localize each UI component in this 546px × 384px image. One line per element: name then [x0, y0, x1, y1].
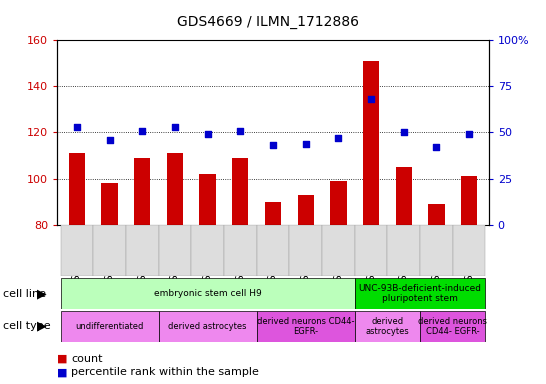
- Bar: [355, 311, 420, 342]
- Text: ■: ■: [57, 367, 68, 377]
- Text: derived
astrocytes: derived astrocytes: [365, 317, 410, 336]
- Text: undifferentiated: undifferentiated: [75, 322, 144, 331]
- Bar: [199, 174, 216, 225]
- Bar: [420, 225, 453, 276]
- Point: [269, 142, 277, 149]
- Point: [301, 141, 310, 147]
- Bar: [322, 225, 355, 276]
- Bar: [159, 311, 257, 342]
- Bar: [265, 202, 281, 225]
- Bar: [395, 167, 412, 225]
- Text: embryonic stem cell H9: embryonic stem cell H9: [154, 289, 262, 298]
- Bar: [61, 278, 355, 309]
- Bar: [289, 225, 322, 276]
- Point: [399, 129, 408, 136]
- Point: [138, 127, 147, 134]
- Text: ▶: ▶: [37, 320, 46, 333]
- Text: ▶: ▶: [37, 287, 46, 300]
- Bar: [387, 225, 420, 276]
- Text: derived astrocytes: derived astrocytes: [168, 322, 247, 331]
- Point: [432, 144, 441, 150]
- Point: [236, 127, 245, 134]
- Bar: [69, 153, 85, 225]
- Bar: [428, 204, 444, 225]
- Text: derived neurons CD44-
EGFR-: derived neurons CD44- EGFR-: [257, 317, 354, 336]
- Bar: [93, 225, 126, 276]
- Bar: [355, 225, 387, 276]
- Point: [170, 124, 179, 130]
- Point: [367, 96, 376, 103]
- Text: UNC-93B-deficient-induced
pluripotent stem: UNC-93B-deficient-induced pluripotent st…: [359, 284, 482, 303]
- Text: derived neurons
CD44- EGFR-: derived neurons CD44- EGFR-: [418, 317, 487, 336]
- Bar: [461, 176, 477, 225]
- Point: [334, 135, 343, 141]
- Bar: [126, 225, 159, 276]
- Point: [203, 131, 212, 137]
- Bar: [330, 181, 347, 225]
- Bar: [102, 183, 118, 225]
- Text: cell type: cell type: [3, 321, 50, 331]
- Bar: [453, 225, 485, 276]
- Bar: [355, 278, 485, 309]
- Bar: [61, 311, 159, 342]
- Bar: [191, 225, 224, 276]
- Bar: [134, 158, 151, 225]
- Bar: [257, 311, 355, 342]
- Bar: [298, 195, 314, 225]
- Bar: [224, 225, 257, 276]
- Bar: [363, 61, 379, 225]
- Bar: [420, 311, 485, 342]
- Bar: [61, 225, 93, 276]
- Point: [105, 137, 114, 143]
- Text: percentile rank within the sample: percentile rank within the sample: [71, 367, 259, 377]
- Bar: [167, 153, 183, 225]
- Text: count: count: [71, 354, 103, 364]
- Bar: [257, 225, 289, 276]
- Point: [73, 124, 81, 130]
- Text: ■: ■: [57, 354, 68, 364]
- Point: [465, 131, 473, 137]
- Text: GDS4669 / ILMN_1712886: GDS4669 / ILMN_1712886: [176, 15, 359, 29]
- Bar: [159, 225, 191, 276]
- Bar: [232, 158, 248, 225]
- Text: cell line: cell line: [3, 289, 46, 299]
